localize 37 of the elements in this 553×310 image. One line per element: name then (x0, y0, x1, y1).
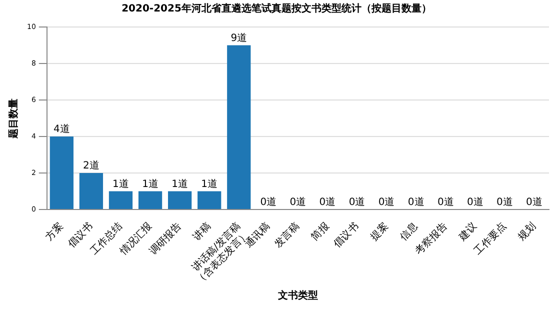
x-tick-label: 方案 (43, 220, 66, 243)
x-tick-label: 建议 (456, 220, 480, 244)
x-tick-label: 信息 (397, 220, 420, 243)
data-label: 1道 (172, 178, 188, 190)
bar (79, 173, 104, 210)
data-label: 0道 (260, 196, 277, 208)
x-tick-label: 通讯稿 (242, 220, 272, 250)
data-label: 1道 (201, 178, 218, 190)
data-label: 2道 (83, 160, 100, 172)
x-tick-label: 简报 (308, 220, 332, 243)
data-label: 0道 (526, 196, 542, 208)
data-label: 0道 (319, 196, 336, 208)
y-axis-title: 题目数量 (8, 98, 20, 140)
data-label: 4道 (53, 123, 70, 136)
bar (168, 191, 192, 210)
data-label: 0道 (496, 196, 513, 208)
data-label: 0道 (378, 196, 395, 208)
bar (198, 191, 222, 210)
x-tick-label: 提案 (368, 220, 391, 243)
data-label: 0道 (290, 196, 306, 208)
x-axis-title: 文书类型 (276, 290, 318, 302)
x-tick-label: 发言稿 (272, 220, 302, 250)
bar (50, 136, 74, 210)
x-tick-label: 讲稿 (190, 220, 214, 243)
bar (138, 191, 162, 210)
chart-title: 2020-2025年河北省直遴选笔试真题按文书类型统计（按题目数量） (122, 2, 432, 15)
data-label: 1道 (142, 178, 158, 190)
bar (108, 191, 133, 210)
data-label: 0道 (466, 196, 484, 208)
data-label: 9道 (230, 32, 248, 44)
x-tick-label: 规划 (516, 220, 538, 243)
data-label: 0道 (408, 196, 424, 208)
x-tick-label: 倡议书 (331, 220, 361, 250)
bar (227, 45, 251, 210)
data-label: 0道 (437, 196, 454, 208)
data-label: 1道 (112, 178, 129, 190)
data-label: 0道 (348, 196, 366, 208)
